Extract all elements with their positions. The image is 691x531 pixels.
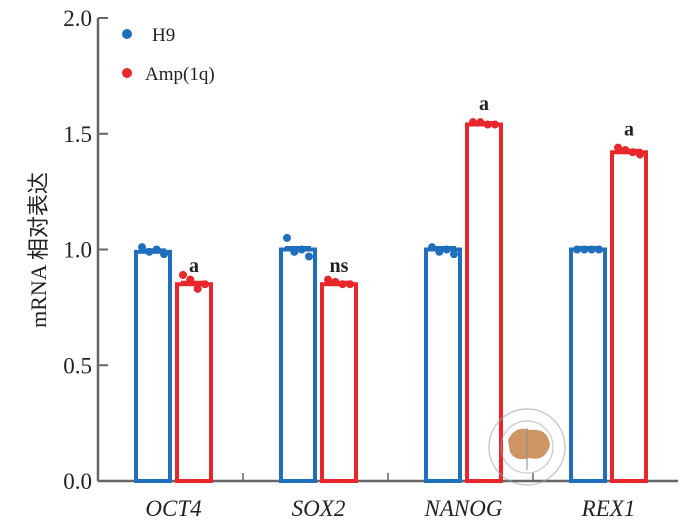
- data-point: [160, 250, 168, 259]
- data-point: [290, 247, 299, 256]
- data-point: [450, 250, 458, 259]
- y-axis-label: mRNA 相对表达: [26, 172, 51, 328]
- significance-label: ns: [330, 255, 349, 277]
- logo-outer-ring: [488, 408, 566, 486]
- logo-inner-ring: [500, 420, 554, 474]
- x-tick-label: SOX2: [292, 496, 346, 521]
- x-tick-label: NANOG: [424, 496, 503, 521]
- data-point: [636, 150, 644, 159]
- data-point: [435, 247, 444, 256]
- logo-map-shape: [508, 428, 550, 460]
- legend-marker: [122, 68, 132, 78]
- data-point: [305, 252, 313, 261]
- x-tick-label: OCT4: [145, 496, 201, 521]
- y-tick-label: 1.0: [63, 238, 92, 263]
- bar-amp-1q-: [175, 282, 213, 483]
- legend-label: Amp(1q): [145, 64, 215, 85]
- bar-h9: [279, 247, 317, 483]
- legend: H9 Amp(1q): [122, 25, 215, 85]
- legend-marker: [122, 29, 132, 39]
- data-point: [283, 233, 291, 242]
- bar-amp-1q-: [610, 150, 648, 484]
- legend-label: H9: [152, 25, 175, 46]
- data-point: [193, 284, 202, 293]
- x-tick-label: REX1: [581, 496, 636, 521]
- bar-h9: [424, 247, 462, 483]
- data-point: [179, 270, 187, 279]
- significance-label: a: [189, 255, 199, 277]
- bars: [134, 118, 648, 484]
- labels: OCT4 a SOX2 ns NANOG a REX1 a: [145, 93, 635, 521]
- bar-h9: [134, 249, 172, 483]
- y-tick-label: 1.5: [63, 122, 92, 147]
- bar-h9: [569, 247, 607, 483]
- bar-amp-1q-: [320, 282, 358, 483]
- bar-amp-1q-: [465, 122, 503, 484]
- y-tick-label: 0.0: [63, 469, 92, 494]
- significance-label: a: [624, 119, 634, 141]
- watermark-logo: [488, 408, 566, 486]
- y-tick-label: 0.5: [63, 353, 92, 378]
- significance-label: a: [479, 93, 489, 115]
- y-tick-label: 2.0: [63, 6, 92, 31]
